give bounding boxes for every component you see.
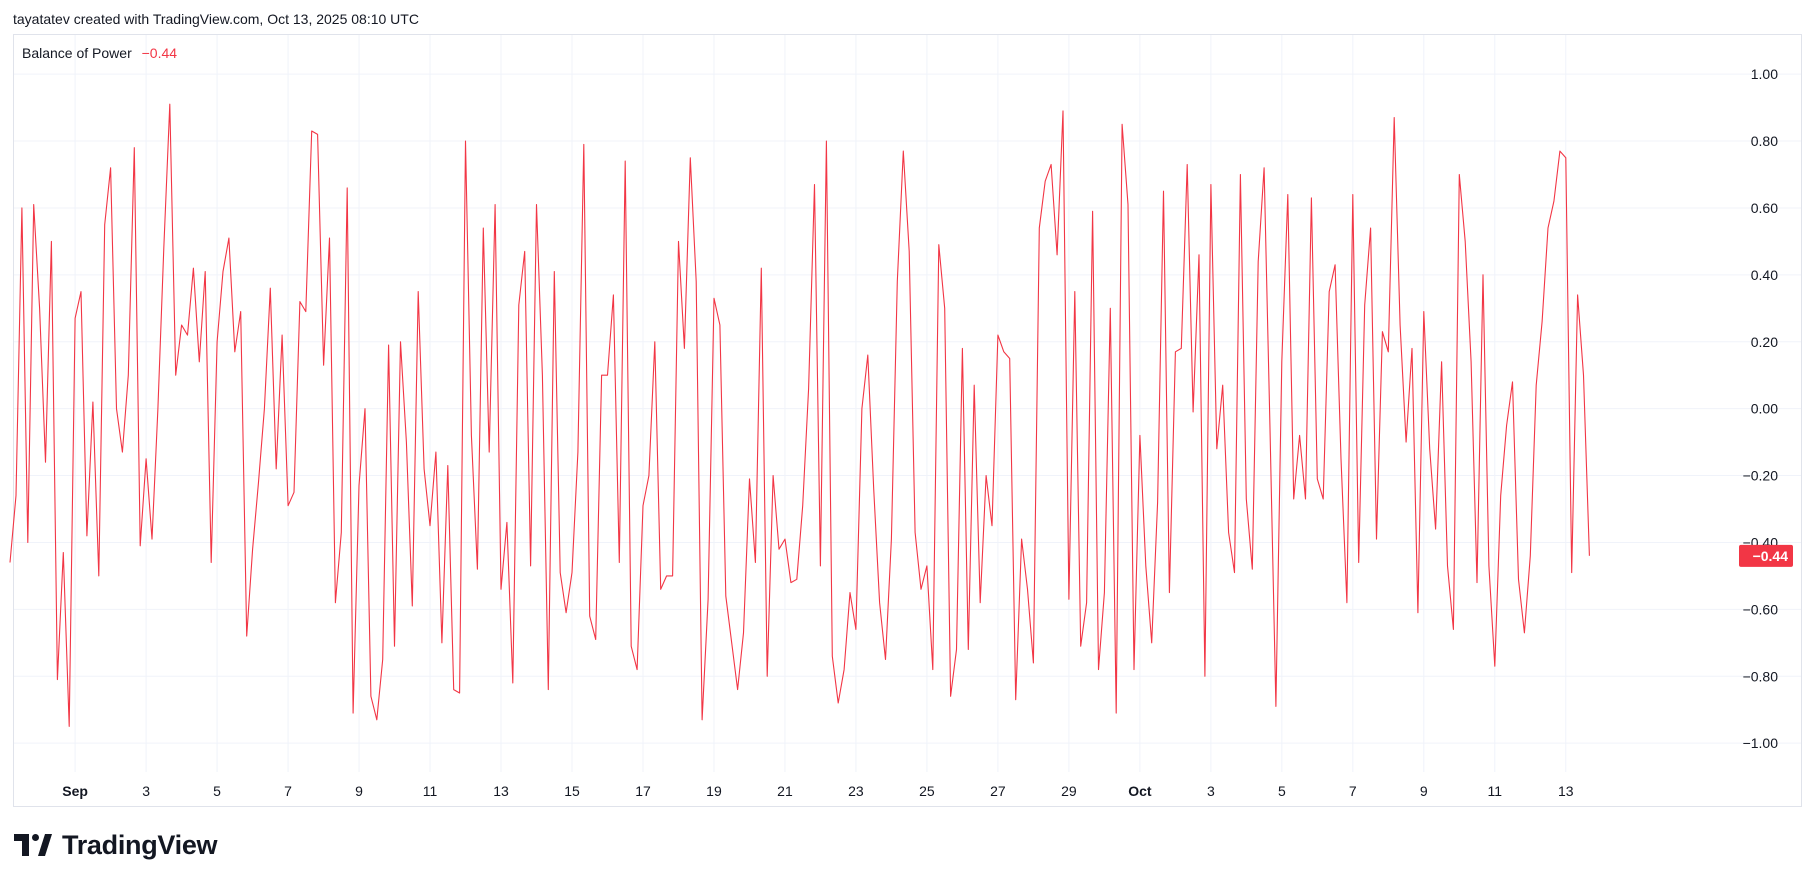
grid-lines bbox=[14, 35, 1801, 772]
x-tick-label: 23 bbox=[848, 783, 864, 799]
x-tick-label: Oct bbox=[1128, 783, 1152, 799]
x-tick-label: 11 bbox=[1488, 783, 1503, 799]
x-tick-label: 3 bbox=[142, 783, 150, 799]
indicator-legend[interactable]: Balance of Power −0.44 bbox=[22, 45, 177, 61]
tradingview-brand[interactable]: TradingView bbox=[14, 828, 218, 862]
y-tick-label: 0.20 bbox=[1751, 334, 1778, 350]
x-tick-label: 25 bbox=[919, 783, 935, 799]
x-tick-label: 9 bbox=[355, 783, 363, 799]
x-tick-label: 3 bbox=[1207, 783, 1215, 799]
x-tick-label: 29 bbox=[1061, 783, 1077, 799]
y-tick-label: 0.40 bbox=[1751, 267, 1778, 283]
x-tick-label: 7 bbox=[1349, 783, 1357, 799]
x-tick-label: 13 bbox=[493, 783, 509, 799]
x-tick-label: 7 bbox=[284, 783, 292, 799]
y-tick-label: −0.80 bbox=[1743, 668, 1779, 684]
x-tick-label: 27 bbox=[990, 783, 1006, 799]
y-tick-label: −1.00 bbox=[1743, 735, 1779, 751]
y-tick-label: 0.60 bbox=[1751, 200, 1778, 216]
x-tick-label: 21 bbox=[777, 783, 793, 799]
last-value-text: −0.44 bbox=[1753, 548, 1789, 564]
x-tick-label: 19 bbox=[706, 783, 722, 799]
y-tick-label: −0.60 bbox=[1743, 601, 1779, 617]
brand-name: TradingView bbox=[62, 829, 218, 860]
x-tick-label: 17 bbox=[635, 783, 651, 799]
x-tick-label: Sep bbox=[62, 783, 88, 799]
balance-of-power-line bbox=[9, 103, 1590, 727]
tradingview-logo-icon bbox=[14, 834, 52, 856]
y-tick-label: −0.20 bbox=[1743, 468, 1779, 484]
x-tick-label: 15 bbox=[564, 783, 580, 799]
price-scale: 1.000.800.600.400.200.00−0.20−0.40−0.60−… bbox=[1743, 66, 1779, 751]
last-value-badge bbox=[1739, 544, 1793, 567]
indicator-name: Balance of Power bbox=[22, 45, 132, 61]
x-tick-label: 9 bbox=[1420, 783, 1428, 799]
attribution-text: tayatatev created with TradingView.com, … bbox=[13, 11, 419, 27]
time-scale: Sep 3 5 7 9 11 13 15 17 19 21 23 25 27 29 Oct 3 5 7 9 11 13 bbox=[62, 783, 1574, 799]
last-value-label: −0.44 bbox=[1739, 544, 1793, 567]
chart-frame bbox=[13, 34, 1802, 807]
x-tick-label: 5 bbox=[213, 783, 221, 799]
x-tick-label: 11 bbox=[423, 783, 438, 799]
y-tick-label: 1.00 bbox=[1751, 66, 1778, 82]
y-tick-label: 0.80 bbox=[1751, 133, 1778, 149]
indicator-value: −0.44 bbox=[141, 45, 178, 61]
x-tick-label: 13 bbox=[1558, 783, 1574, 799]
x-tick-label: 5 bbox=[1278, 783, 1286, 799]
y-tick-label: 0.00 bbox=[1751, 401, 1778, 417]
